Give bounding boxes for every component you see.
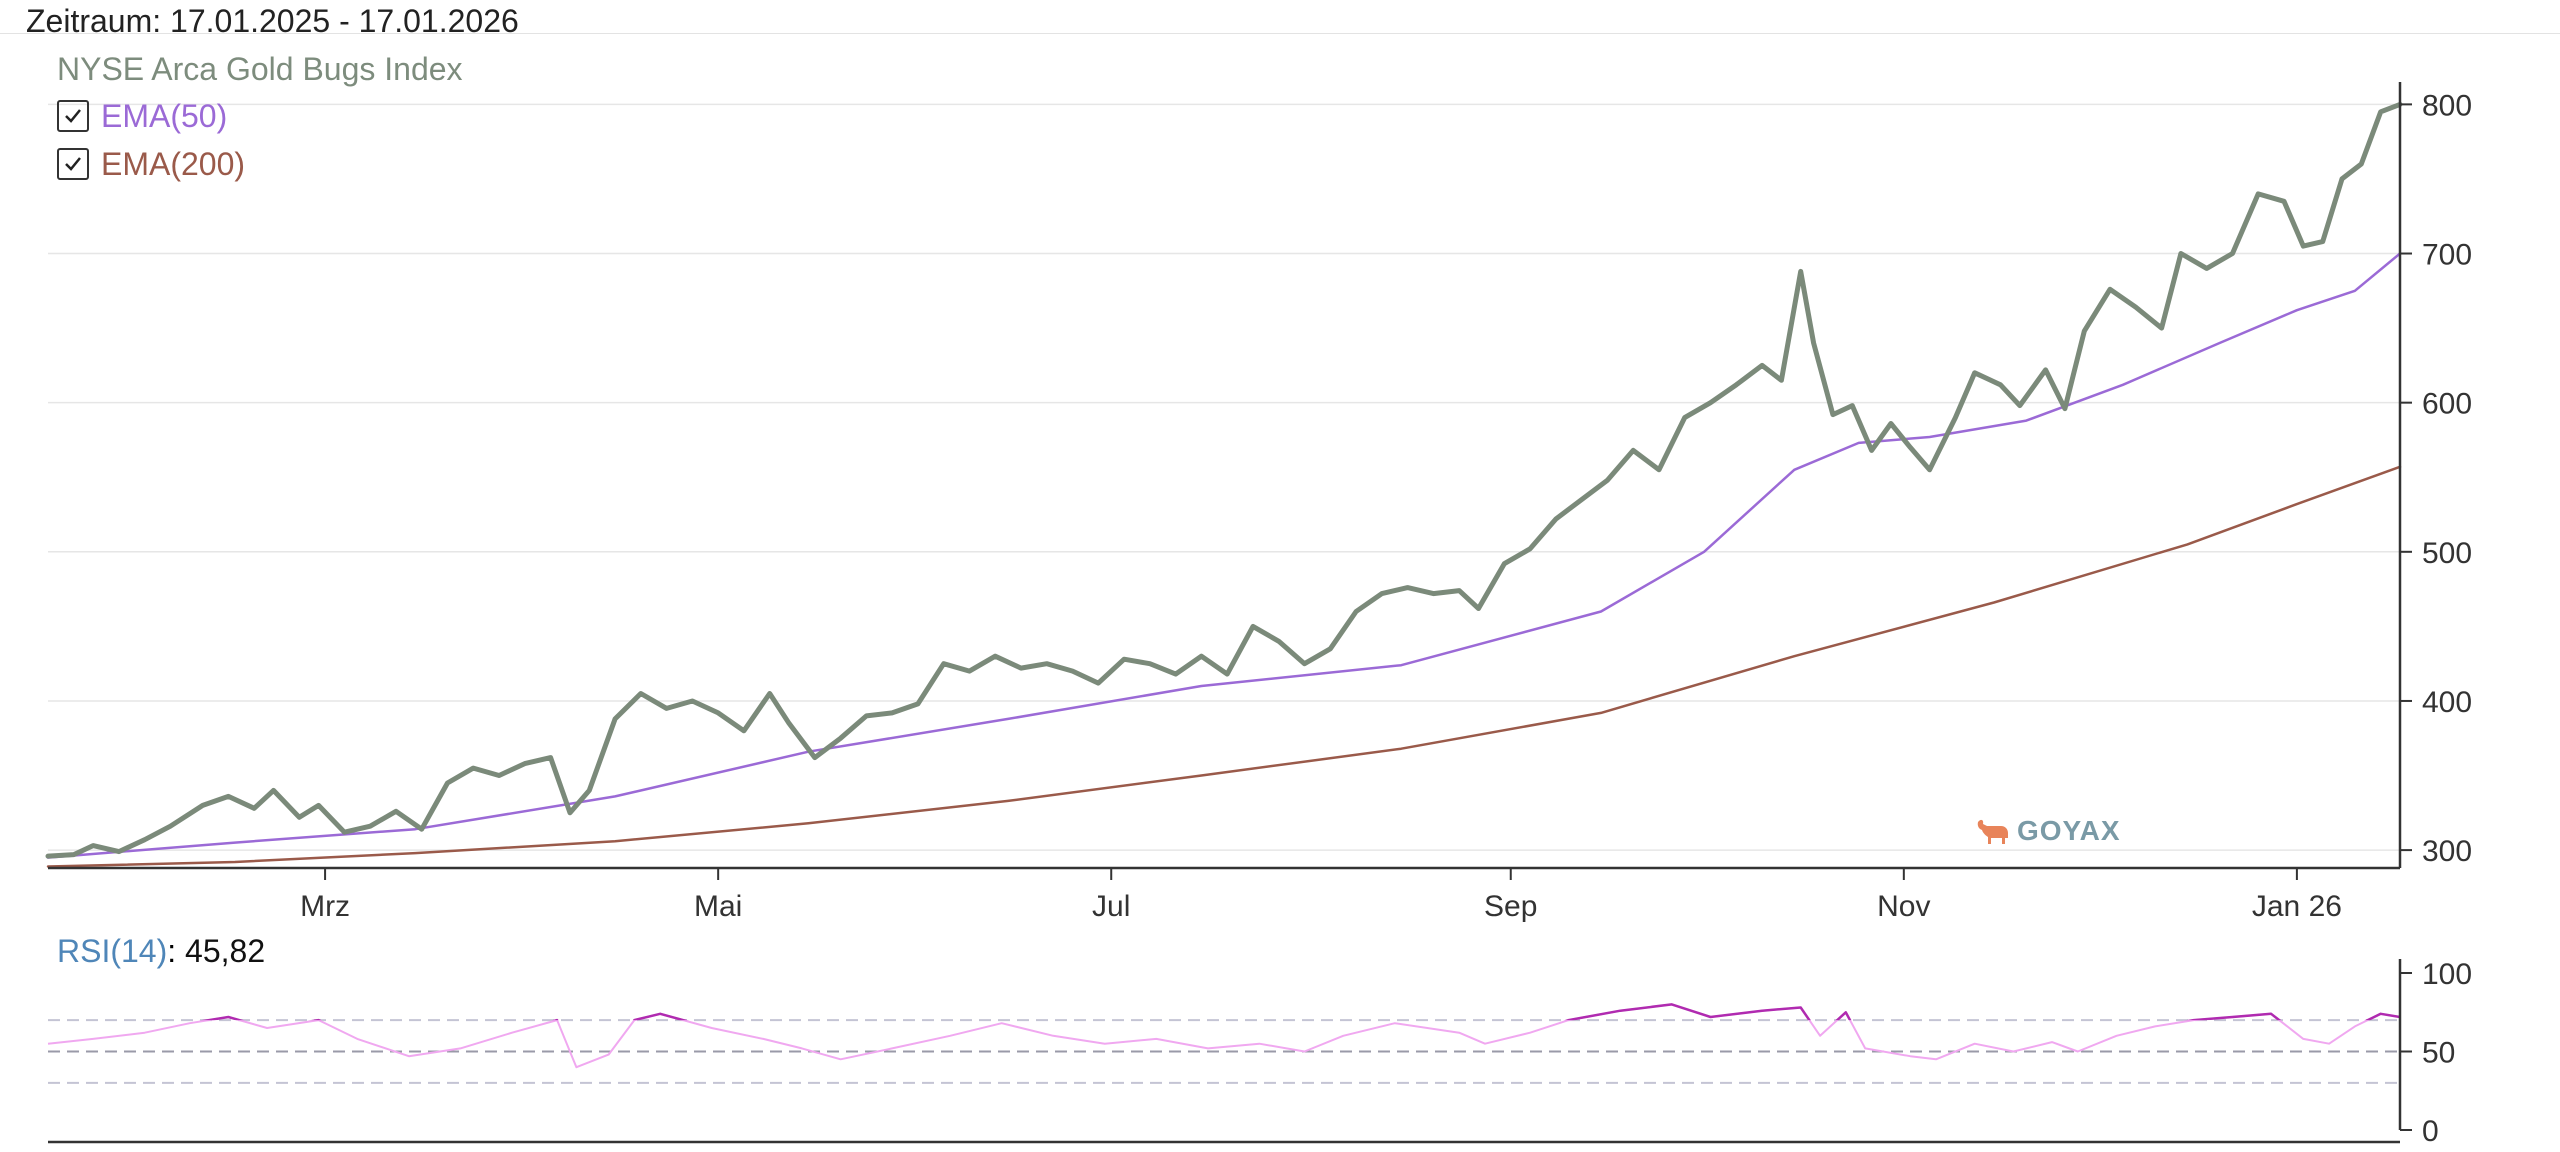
- goyax-watermark: GOYAX: [1975, 815, 2121, 847]
- top-bar: Zeitraum: 17.01.2025 - 17.01.2026: [0, 0, 2560, 39]
- y-tick-label-700: 700: [2422, 239, 2472, 272]
- x-tick-label-0: Mrz: [300, 890, 350, 923]
- checkmark-icon: [65, 157, 81, 171]
- y-tick-label-600: 600: [2422, 388, 2472, 421]
- rsi-value: 45,82: [185, 933, 266, 969]
- watermark-text: GOYAX: [2017, 815, 2121, 846]
- ema200-line: [46, 465, 2402, 868]
- legend-item-ema50[interactable]: EMA(50): [57, 98, 227, 134]
- main-axes: 300 400 500 600 700 800 Mrz Mai Jul Sep Nov Jan 26: [48, 82, 2472, 923]
- rsi-y-tick-label-50: 50: [2422, 1037, 2455, 1070]
- rsi-overbought-line: [201, 1003, 2400, 1021]
- y-tick-label-400: 400: [2422, 686, 2472, 719]
- ema200-label: EMA(200): [101, 145, 246, 182]
- main-series-layer: [45, 101, 2403, 868]
- x-tick-label-2: Jul: [1092, 890, 1130, 923]
- checkmark-icon: [65, 109, 81, 123]
- x-tick-label-4: Nov: [1877, 890, 1930, 923]
- ema50-checkbox[interactable]: [57, 100, 89, 132]
- rsi-y-tick-label-0: 0: [2422, 1115, 2439, 1148]
- y-tick-label-800: 800: [2422, 89, 2472, 122]
- rsi-label: RSI(14): 45,82: [57, 933, 265, 970]
- rsi-series-layer: [47, 1003, 2401, 1069]
- x-tick-label-5: Jan 26: [2252, 890, 2342, 923]
- legend-item-ema200[interactable]: EMA(200): [57, 146, 245, 182]
- ema200-checkbox[interactable]: [57, 148, 89, 180]
- legend-title: NYSE Arca Gold Bugs Index: [57, 51, 463, 87]
- rsi-name: RSI(14): [57, 933, 168, 969]
- x-tick-label-3: Sep: [1484, 890, 1537, 923]
- price-line: [45, 101, 2403, 859]
- ema50-label: EMA(50): [101, 97, 228, 134]
- main-gridlines: [48, 103, 2400, 851]
- period-label: Zeitraum: 17.01.2025 - 17.01.2026: [26, 3, 519, 39]
- bull-icon: [1977, 819, 2008, 844]
- rsi-line: [47, 1003, 2401, 1069]
- ema50-line: [46, 252, 2402, 859]
- rsi-y-tick-label-100: 100: [2422, 958, 2472, 991]
- y-tick-label-500: 500: [2422, 537, 2472, 570]
- y-tick-label-300: 300: [2422, 835, 2472, 868]
- rsi-axes: 0 50 100: [48, 958, 2472, 1148]
- rsi-separator: :: [167, 933, 186, 969]
- rsi-reference-lines: [48, 1019, 2400, 1084]
- x-tick-label-1: Mai: [694, 890, 742, 923]
